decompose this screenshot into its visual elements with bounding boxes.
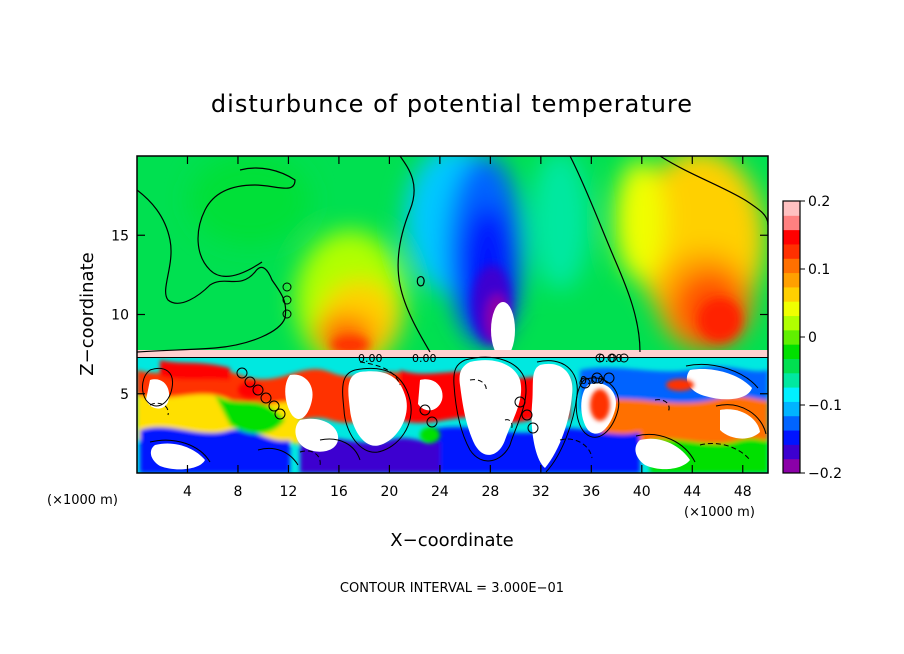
x-unit-right: (×1000 m) [684, 505, 755, 520]
colorbar-swatch [783, 415, 800, 431]
x-tick-label: 48 [734, 484, 752, 500]
colorbar-tick-label: 0 [808, 330, 817, 346]
colorbar-swatch [783, 430, 800, 445]
colorbar-swatch [783, 286, 800, 302]
contour-label: 0.00 [580, 374, 605, 387]
contour-label: 0.00 [358, 352, 383, 365]
x-unit-left: (×1000 m) [47, 493, 118, 508]
colorbar-swatch [783, 215, 800, 231]
colorbar-tick-label: 0.2 [808, 194, 830, 210]
colorbar-swatch [783, 201, 800, 216]
y-tick-label: 5 [120, 387, 129, 403]
plot-area [137, 156, 768, 473]
contour-label: 0.00 [412, 352, 437, 365]
x-tick-label: 4 [183, 484, 192, 500]
y-tick-label: 10 [111, 308, 129, 324]
x-tick-label: 36 [582, 484, 600, 500]
y-axis-label: Z−coordinate [77, 252, 98, 375]
colorbar-swatch [783, 458, 800, 474]
colorbar-tick-label: 0.1 [808, 262, 830, 278]
colorbar-swatch [783, 372, 800, 388]
colorbar-swatch [783, 229, 800, 245]
x-tick-label: 24 [431, 484, 449, 500]
colorbar-swatch [783, 315, 800, 331]
colorbar-swatch [783, 329, 800, 345]
colorbar-swatch [783, 358, 800, 374]
x-tick-label: 16 [330, 484, 348, 500]
x-axis-label: X−coordinate [390, 530, 513, 551]
x-tick-label: 20 [380, 484, 398, 500]
x-tick-label: 40 [633, 484, 651, 500]
colorbar-swatch [783, 272, 800, 288]
contour-labels: 0.00 0.00 0.00 0.00 [358, 352, 623, 387]
x-axis: 4 8 12 16 20 24 28 32 36 40 44 48 [183, 156, 752, 500]
colorbar-swatch [783, 344, 800, 359]
contour-label: 0.00 [598, 352, 623, 365]
x-tick-label: 12 [280, 484, 298, 500]
chart-title: disturbunce of potential temperature [211, 90, 693, 118]
y-tick-label: 15 [111, 228, 129, 244]
y-axis: 5 10 15 [111, 228, 768, 403]
colorbar [782, 200, 801, 474]
contour-interval-note: CONTOUR INTERVAL = 3.000E−01 [340, 581, 564, 596]
colorbar-swatch [783, 444, 800, 460]
colorbar-tick-label: −0.2 [808, 466, 842, 482]
x-tick-label: 44 [683, 484, 701, 500]
colorbar-swatch [783, 387, 800, 402]
colorbar-tick-label: −0.1 [808, 398, 842, 414]
x-tick-label: 28 [481, 484, 499, 500]
x-tick-label: 32 [532, 484, 550, 500]
colorbar-swatch [783, 401, 800, 417]
colorbar-swatch [783, 258, 800, 274]
x-tick-label: 8 [233, 484, 242, 500]
colorbar-swatch [783, 301, 800, 317]
colorbar-swatch [783, 243, 800, 259]
colorbar-ticks: 0.2 0.1 0 −0.1 −0.2 [800, 194, 842, 482]
